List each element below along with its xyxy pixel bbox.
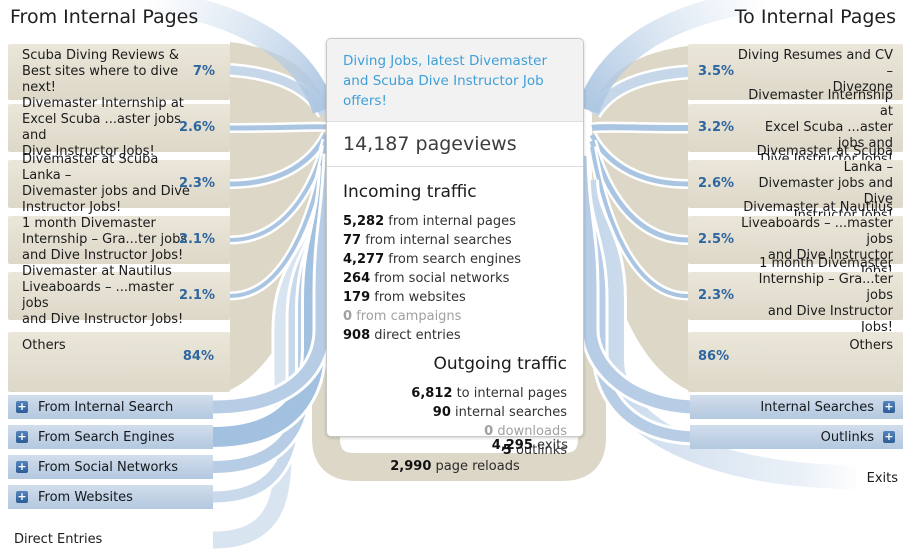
group-row-label: From Search Engines [38, 429, 175, 445]
percent-label: 84% [182, 349, 214, 364]
center-page-card: Diving Jobs, latest Divemaster and Scuba… [326, 38, 584, 458]
referrer-page-box[interactable]: Divemaster Internship at Excel Scuba ...a… [8, 96, 230, 159]
page-title-link[interactable]: Diving Jobs, latest Divemaster and Scuba… [343, 53, 548, 109]
page-title: Divemaster at Nautilus Liveaboards – ...m… [741, 200, 893, 279]
others-label: Others [22, 338, 66, 353]
expand-plus-icon[interactable] [16, 491, 28, 503]
incoming-traffic-heading: Incoming traffic [343, 182, 477, 202]
destination-page-box[interactable]: 2.3% 1 month Divemaster Internship – Gra.… [688, 256, 903, 335]
incoming-row-campaigns: 0 from campaigns [343, 309, 462, 324]
outgoing-row: 5 outlinks [502, 443, 567, 458]
group-row-internal-searches[interactable]: Internal Searches [690, 395, 903, 419]
referrer-page-box[interactable]: Divemaster at Scuba Lanka – Divemaster jo… [8, 152, 230, 215]
expand-plus-icon[interactable] [16, 401, 28, 413]
incoming-row: 179 from websites [343, 290, 466, 305]
incoming-row: 908 direct entries [343, 328, 461, 343]
group-row-label: From Internal Search [38, 399, 174, 415]
page-title: Divemaster at Scuba Lanka – Divemaster jo… [756, 144, 893, 223]
top-fade-band-right [577, 0, 766, 114]
percent-label: 2.1% [178, 288, 215, 303]
page-reloads-loop [312, 320, 606, 481]
card-header: Diving Jobs, latest Divemaster and Scuba… [327, 39, 583, 122]
destination-page-box[interactable]: 3.2% Divemaster Internship at Excel Scuba… [688, 88, 903, 167]
expand-plus-icon[interactable] [883, 431, 895, 443]
referrer-page-box[interactable]: Divemaster at Nautilus Liveaboards – ...m… [8, 264, 230, 327]
group-row-social-networks[interactable]: From Social Networks [8, 455, 213, 479]
page-title: Divemaster at Scuba Lanka – Divemaster jo… [22, 152, 190, 215]
expand-plus-icon[interactable] [16, 431, 28, 443]
incoming-row: 5,282 from internal pages [343, 214, 516, 229]
referrer-page-box[interactable]: Scuba Diving Reviews & Best sites where t… [8, 44, 230, 100]
right-column-header: To Internal Pages [734, 6, 896, 28]
group-row-websites[interactable]: From Websites [8, 485, 213, 509]
outgoing-row: 6,812 to internal pages [411, 386, 567, 401]
expand-plus-icon[interactable] [16, 461, 28, 473]
direct-entries-label: Direct Entries [14, 532, 103, 547]
incoming-row: 77 from internal searches [343, 233, 512, 248]
percent-label: 2.3% [178, 176, 215, 191]
incoming-row: 4,277 from search engines [343, 252, 522, 267]
page-reloads-row: 2,990 page reloads [390, 459, 520, 474]
percent-label: 3.5% [698, 64, 735, 79]
page-title: 1 month Divemaster Internship – Gra...ter… [22, 216, 188, 263]
page-title: Divemaster Internship at Excel Scuba ...a… [22, 96, 184, 159]
group-row-outlinks[interactable]: Outlinks [690, 425, 903, 449]
outgoing-row: 90 internal searches [432, 405, 567, 420]
group-row-label: Outlinks [820, 429, 874, 445]
others-box: 86% Others [688, 332, 903, 392]
percent-label: 2.6% [698, 176, 735, 191]
group-row-label: From Social Networks [38, 459, 179, 475]
group-row-label: Internal Searches [760, 399, 874, 415]
exits-label: Exits [866, 471, 898, 486]
percent-label: 2.1% [178, 232, 215, 247]
page-title: Divemaster Internship at Excel Scuba ...a… [748, 88, 893, 167]
top-fade-band-left [146, 0, 335, 114]
percent-label: 3.2% [698, 120, 735, 135]
group-row-internal-search[interactable]: From Internal Search [8, 395, 213, 419]
percent-label: 2.3% [698, 288, 735, 303]
exits-count-row: 4,295 exits [491, 438, 568, 453]
percent-label: 2.6% [178, 120, 215, 135]
group-row-label: From Websites [38, 489, 133, 505]
destination-page-box[interactable]: 2.5% Divemaster at Nautilus Liveaboards –… [688, 200, 903, 279]
group-row-search-engines[interactable]: From Search Engines [8, 425, 213, 449]
page-title: Scuba Diving Reviews & Best sites where t… [22, 48, 179, 95]
page-title: 1 month Divemaster Internship – Gra...ter… [758, 256, 893, 335]
referrer-page-box[interactable]: 1 month Divemaster Internship – Gra...ter… [8, 216, 230, 264]
expand-plus-icon[interactable] [883, 401, 895, 413]
others-box: Others 84% [8, 332, 230, 392]
outgoing-row-downloads: 0 downloads [484, 424, 567, 439]
percent-label: 7% [192, 64, 215, 79]
outgoing-traffic-heading: Outgoing traffic [433, 354, 567, 374]
percent-label: 2.5% [698, 232, 735, 247]
destination-page-box[interactable]: 3.5% Diving Resumes and CV – Divezone [688, 44, 903, 100]
percent-label: 86% [698, 349, 730, 364]
left-column-header: From Internal Pages [10, 6, 199, 28]
others-label: Others [849, 338, 893, 353]
pageviews-count: 14,187 pageviews [327, 122, 583, 167]
incoming-row: 264 from social networks [343, 271, 510, 286]
destination-page-box[interactable]: 2.6% Divemaster at Scuba Lanka – Divemast… [688, 144, 903, 223]
page-title: Divemaster at Nautilus Liveaboards – ...m… [22, 264, 184, 327]
page-title: Diving Resumes and CV – Divezone [737, 48, 893, 95]
